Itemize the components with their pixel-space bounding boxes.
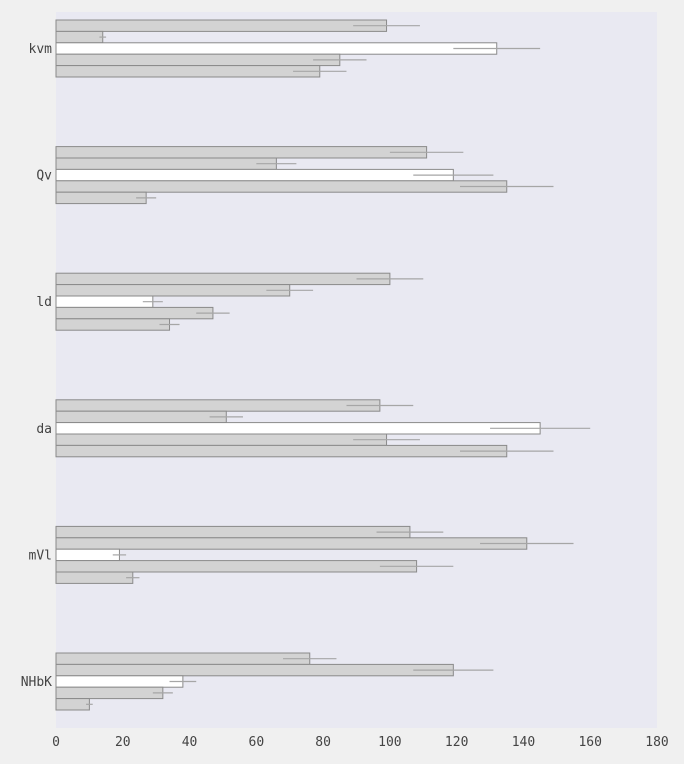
- bar-NHbK-2: [55, 675, 184, 688]
- x-tick-label-160: 160: [578, 735, 601, 750]
- bar-ld-4: [55, 318, 171, 331]
- bar-kvm-1: [55, 30, 104, 44]
- bar-ld-2: [55, 295, 154, 308]
- bar-kvm-0: [55, 19, 388, 32]
- bar-da-1: [55, 410, 227, 424]
- bar-ld-0: [55, 272, 391, 286]
- y-tick-label-mVl: mVl: [29, 548, 52, 563]
- bar-NHbK-4: [55, 698, 90, 711]
- bar-Qv-0: [55, 146, 428, 159]
- error-bars-layer: [86, 25, 591, 705]
- bar-mVl-1: [55, 537, 528, 550]
- y-tick-label-kvm: kvm: [29, 42, 53, 57]
- bar-NHbK-1: [55, 663, 454, 677]
- bar-kvm-2: [55, 42, 498, 55]
- bar-mVl-2: [55, 548, 120, 562]
- x-tick-label-40: 40: [182, 735, 198, 750]
- bars-layer: [55, 19, 541, 711]
- x-tick-label-100: 100: [378, 735, 401, 750]
- x-tick-label-180: 180: [645, 735, 668, 750]
- y-tick-label-NHbK: NHbK: [21, 675, 52, 690]
- bar-kvm-3: [55, 53, 341, 67]
- y-tick-label-da: da: [36, 422, 52, 437]
- bar-Qv-1: [55, 157, 277, 170]
- x-tick-label-0: 0: [52, 735, 60, 750]
- x-tick-label-140: 140: [512, 735, 535, 750]
- bar-mVl-0: [55, 525, 411, 539]
- bar-mVl-3: [55, 560, 418, 573]
- bar-kvm-4: [55, 65, 321, 78]
- y-tick-label-Qv: Qv: [36, 169, 52, 184]
- bar-da-3: [55, 433, 388, 446]
- bar-Qv-2: [55, 168, 454, 182]
- bar-NHbK-0: [55, 652, 311, 665]
- x-tick-label-80: 80: [315, 735, 331, 750]
- bar-Qv-3: [55, 180, 508, 193]
- bar-ld-1: [55, 284, 291, 297]
- bar-mVl-4: [55, 571, 134, 584]
- x-axis-tick-labels: 0 20 40 60 80 100 120 140 160 180: [52, 735, 669, 750]
- x-tick-label-20: 20: [115, 735, 131, 750]
- bar-ld-3: [55, 306, 214, 320]
- bar-da-0: [55, 399, 381, 412]
- bar-da-4: [55, 444, 508, 458]
- plot-area: [56, 12, 657, 728]
- bar-NHbK-3: [55, 686, 164, 700]
- bar-da-2: [55, 422, 541, 435]
- bar-Qv-4: [55, 191, 147, 205]
- x-tick-label-60: 60: [249, 735, 265, 750]
- y-axis-tick-labels: kvm Qv ld da mVl NHbK: [21, 42, 52, 690]
- y-tick-label-ld: ld: [36, 295, 52, 310]
- x-tick-label-120: 120: [445, 735, 468, 750]
